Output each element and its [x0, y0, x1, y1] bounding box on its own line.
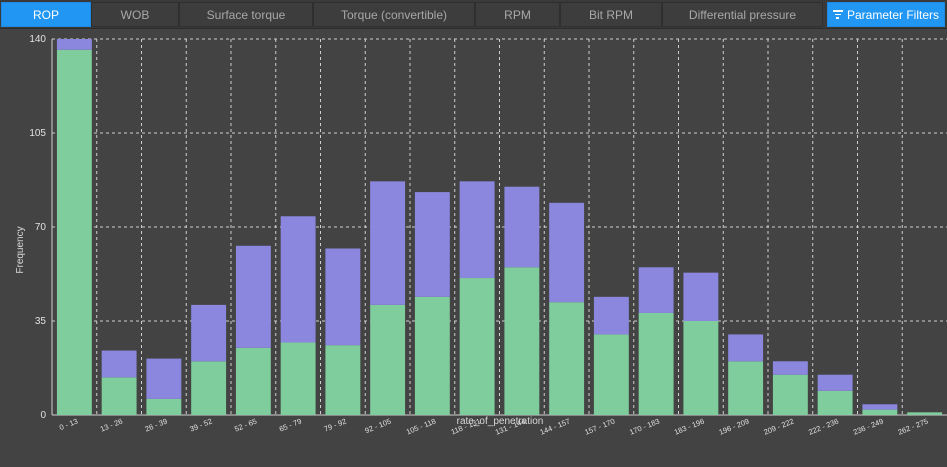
x-tick-label: 39 - 52 — [188, 417, 213, 434]
parameter-filters-label: Parameter Filters — [846, 7, 940, 22]
x-tick-label: 92 - 105 — [363, 417, 392, 436]
x-tick-label: 157 - 170 — [583, 417, 616, 437]
bar-series0-209-222 — [772, 374, 808, 415]
x-tick-label: 236 - 249 — [852, 417, 885, 437]
x-tick-label: 105 - 118 — [405, 417, 437, 437]
bar-series0-131-144 — [504, 267, 540, 415]
y-tick-label: 140 — [29, 34, 46, 45]
y-axis-label: Frequency — [15, 226, 26, 273]
y-axis-ticks: 0 35 70 105 140 — [29, 34, 46, 421]
x-tick-label: 144 - 157 — [539, 417, 572, 437]
bar-series1-65-79 — [280, 216, 316, 343]
bar-series1-209-222 — [772, 361, 808, 375]
bar-series0-52-65 — [235, 347, 271, 415]
tab-rpm[interactable]: RPM — [475, 2, 560, 27]
chart-grid — [51, 38, 947, 416]
bar-series0-222-236 — [817, 390, 853, 415]
bar-series0-183-196 — [683, 321, 719, 415]
x-tick-label: 52 - 65 — [233, 417, 258, 434]
x-tick-label: 196 - 209 — [718, 417, 751, 437]
bar-series0-92-105 — [370, 304, 406, 415]
x-tick-label: 183 - 196 — [673, 417, 706, 437]
bar-series0-157-170 — [593, 334, 629, 415]
bar-series0-105-118 — [414, 296, 450, 415]
bar-series0-0-13 — [56, 49, 92, 415]
bar-series1-118-131 — [459, 181, 495, 279]
bar-series1-79-92 — [325, 248, 361, 346]
tab-torque-convertible[interactable]: Torque (convertible) — [313, 2, 475, 27]
chart-bars — [56, 39, 943, 415]
bar-series1-105-118 — [414, 192, 450, 297]
bar-series1-131-144 — [504, 186, 540, 268]
bar-series1-183-196 — [683, 272, 719, 321]
bar-series0-26-39 — [146, 398, 182, 415]
y-tick-label: 70 — [35, 222, 47, 233]
bar-series1-236-249 — [862, 404, 898, 410]
bar-series1-52-65 — [235, 245, 271, 348]
x-axis-label: rate_of_penetration — [457, 416, 544, 427]
bar-series0-196-209 — [728, 361, 764, 415]
bar-series1-26-39 — [146, 358, 182, 399]
bar-series0-65-79 — [280, 342, 316, 415]
bar-series1-92-105 — [370, 181, 406, 305]
bar-series1-0-13 — [56, 39, 92, 50]
x-tick-label: 170 - 183 — [628, 417, 661, 437]
bar-series0-170-183 — [638, 312, 674, 415]
bar-series1-13-26 — [101, 350, 137, 378]
bar-series1-144-157 — [549, 202, 585, 303]
bar-series1-222-236 — [817, 374, 853, 391]
x-tick-label: 262 - 275 — [897, 417, 930, 437]
tab-bit-rpm[interactable]: Bit RPM — [560, 2, 662, 27]
bar-series0-262-275 — [907, 412, 943, 415]
bar-series0-79-92 — [325, 345, 361, 415]
bar-series0-144-157 — [549, 302, 585, 415]
y-tick-label: 105 — [29, 128, 46, 139]
x-tick-label: 209 - 222 — [762, 417, 795, 437]
rop-histogram-chart: 0 35 70 105 140 0 - 13 13 - 26 26 - 39 39 - 52 5… — [15, 34, 947, 437]
x-tick-label: 65 - 79 — [278, 417, 303, 434]
y-tick-label: 35 — [35, 316, 47, 327]
tab-wob[interactable]: WOB — [91, 2, 179, 27]
bar-series0-39-52 — [191, 361, 227, 415]
bar-series0-118-131 — [459, 278, 495, 415]
bar-series1-39-52 — [191, 304, 227, 362]
y-tick-label: 0 — [40, 410, 46, 421]
bar-series1-157-170 — [593, 296, 629, 335]
tab-surface-torque[interactable]: Surface torque — [179, 2, 313, 27]
tab-bar: ROP WOB Surface torque Torque (convertib… — [0, 0, 947, 29]
bar-series0-13-26 — [101, 377, 137, 415]
tab-rop[interactable]: ROP — [1, 2, 91, 27]
tab-differential-pressure[interactable]: Differential pressure — [662, 2, 823, 27]
x-tick-label: 79 - 92 — [323, 417, 348, 434]
bar-series1-170-183 — [638, 267, 674, 313]
parameter-filters-button[interactable]: Parameter Filters — [827, 2, 945, 27]
filter-icon — [832, 10, 843, 19]
bar-series0-236-249 — [862, 409, 898, 415]
x-tick-label: 26 - 39 — [144, 417, 169, 434]
x-tick-label: 0 - 13 — [58, 417, 79, 433]
bar-series1-196-209 — [728, 334, 764, 362]
x-tick-label: 222 - 236 — [807, 417, 840, 437]
x-tick-label: 13 - 26 — [99, 417, 124, 434]
